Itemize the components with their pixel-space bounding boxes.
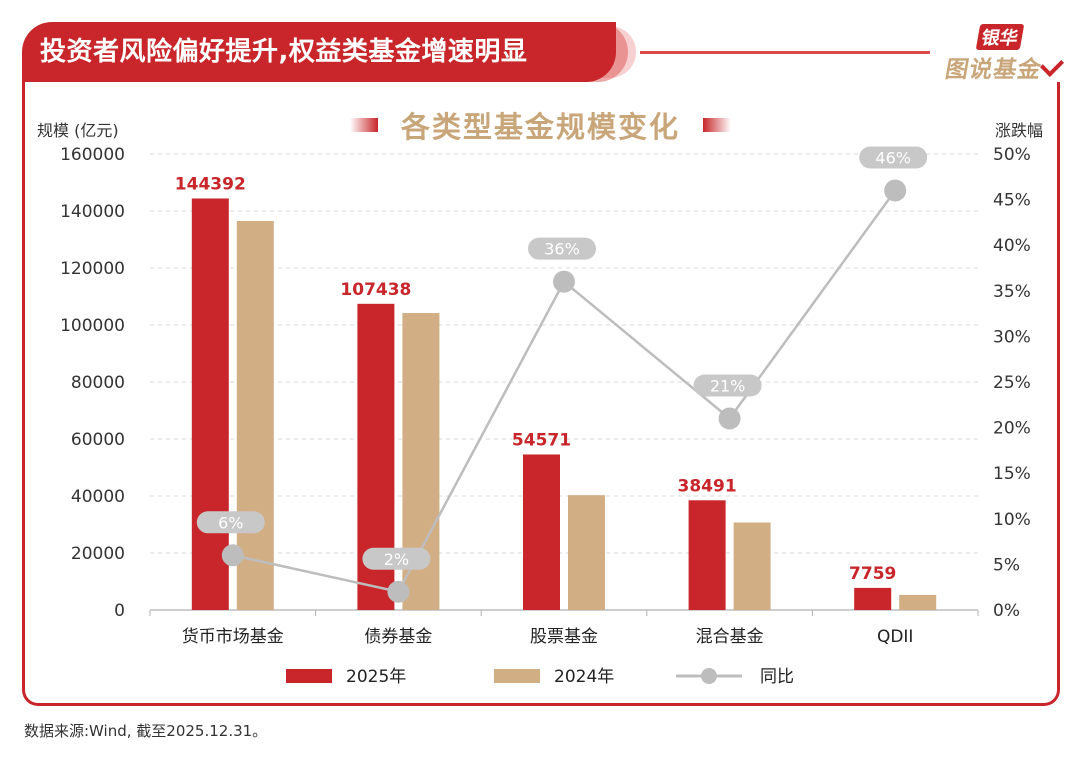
bar-2025 (688, 500, 726, 610)
y-tick-label: 0 (114, 601, 125, 621)
y-tick-label: 160000 (60, 145, 125, 165)
y-tick-label: 60000 (71, 430, 125, 450)
page-title: 投资者风险偏好提升,权益类基金增速明显 (22, 22, 616, 82)
y2-tick-label: 20% (993, 419, 1031, 439)
y2-tick-label: 0% (993, 601, 1020, 621)
y2-tick-label: 45% (993, 191, 1031, 211)
bar-2024 (236, 220, 274, 610)
title-decoration-right (703, 118, 732, 132)
yoy-point (387, 580, 410, 603)
chart-title: 各类型基金规模变化 (400, 110, 680, 144)
bar-data-label: 7759 (849, 564, 896, 584)
y-tick-label: 120000 (60, 259, 125, 279)
legend-label: 2025年 (346, 667, 406, 687)
y-tick-label: 80000 (71, 373, 125, 393)
legend-label: 同比 (760, 667, 794, 687)
chart-frame (22, 82, 1060, 706)
title-decoration-left (349, 118, 378, 132)
yoy-data-label: 46% (875, 148, 911, 167)
x-tick-label: QDII (877, 627, 914, 647)
yoy-label-pill (528, 237, 596, 260)
yoy-point (718, 407, 741, 430)
y2-axis-title: 涨跌幅 (995, 121, 1043, 140)
yoy-label-pill (362, 547, 431, 570)
bar-2024 (733, 522, 771, 610)
y-tick-label: 40000 (71, 487, 125, 507)
bar-2025 (523, 454, 560, 610)
x-tick-label: 股票基金 (530, 627, 598, 647)
yoy-data-label: 2% (384, 550, 409, 569)
y2-tick-label: 40% (993, 236, 1031, 256)
y-tick-label: 20000 (71, 544, 125, 564)
y2-tick-label: 15% (993, 464, 1031, 484)
data-source-note: 数据来源:Wind, 截至2025.12.31。 (24, 722, 268, 740)
legend-swatch (494, 669, 540, 683)
bar-2024 (899, 594, 937, 610)
yoy-point (553, 270, 575, 293)
bar-data-label: 54571 (512, 430, 571, 450)
chart-title-wrap: 各类型基金规模变化 (0, 104, 1081, 146)
bar-2025 (854, 587, 892, 610)
yoy-point (884, 179, 907, 202)
legend-swatch-marker (701, 668, 717, 684)
legend-label: 2024年 (554, 667, 614, 687)
bar-2025 (191, 198, 229, 611)
y-axis-title: 规模 (亿元) (37, 121, 119, 140)
yoy-data-label: 36% (544, 240, 580, 259)
y2-tick-label: 50% (993, 145, 1031, 165)
x-tick-label: 债券基金 (364, 627, 432, 647)
y2-tick-label: 35% (993, 282, 1031, 302)
yoy-label-pill (859, 146, 928, 169)
bar-2024 (568, 495, 605, 610)
x-tick-label: 货币市场基金 (182, 627, 284, 647)
y2-tick-label: 30% (993, 327, 1031, 347)
legend-swatch (286, 669, 332, 683)
bar-data-label: 107438 (340, 280, 411, 300)
y-tick-label: 140000 (60, 202, 125, 222)
yoy-label-pill (196, 511, 265, 534)
header-divider (640, 51, 930, 54)
yoy-point (221, 544, 244, 567)
bar-data-label: 144392 (175, 174, 246, 194)
bar-data-label: 38491 (678, 476, 737, 496)
yoy-label-pill (693, 374, 762, 397)
y2-tick-label: 10% (993, 510, 1031, 530)
yoy-data-label: 6% (218, 513, 243, 532)
y-tick-label: 100000 (60, 316, 125, 336)
y2-tick-label: 5% (993, 555, 1020, 575)
y2-tick-label: 25% (993, 373, 1031, 393)
x-tick-label: 混合基金 (696, 627, 764, 647)
yoy-data-label: 21% (710, 376, 746, 395)
